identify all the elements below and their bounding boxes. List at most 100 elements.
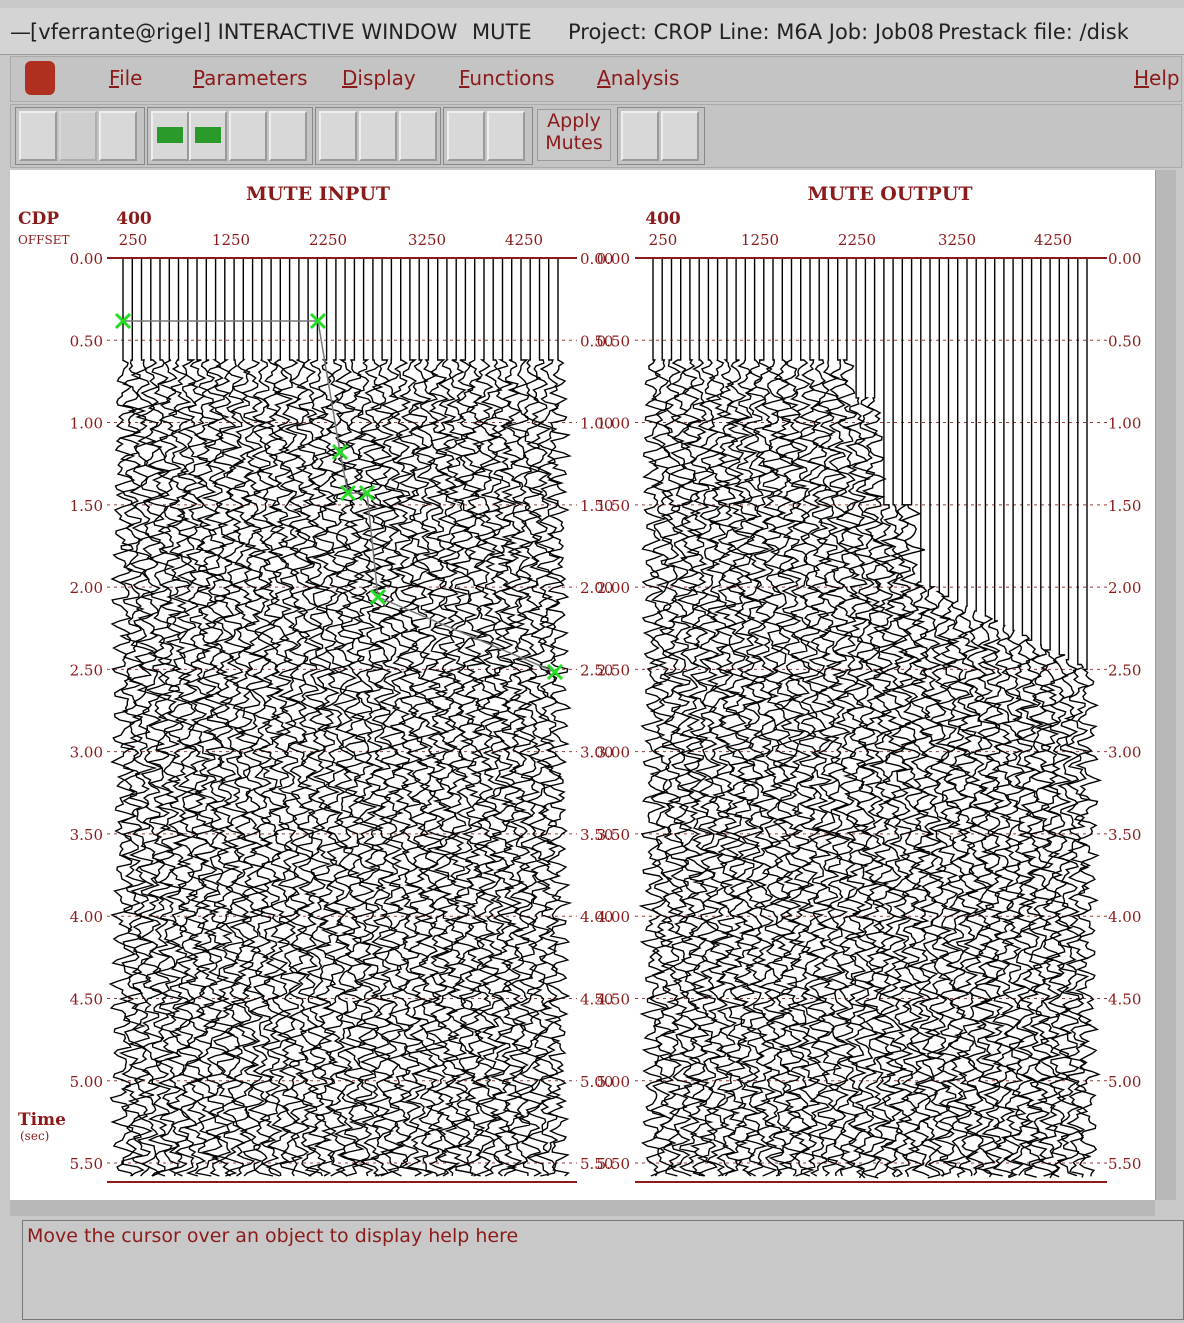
seismic-trace [184, 258, 209, 1176]
offset-label: 2250 [838, 231, 876, 249]
help-area: Move the cursor over an object to displa… [22, 1220, 1184, 1320]
time-label: 3.50 [70, 826, 103, 844]
time-label: 5.50 [597, 1155, 630, 1173]
time-label: 2.50 [70, 661, 103, 679]
seismic-trace [974, 258, 998, 1177]
offset-label: 1250 [741, 231, 779, 249]
traces [641, 258, 1100, 1178]
time-label: 0.00 [597, 250, 630, 268]
cdp-label: 400 [645, 209, 681, 229]
time-label: 5.50 [1108, 1155, 1141, 1173]
panel-title: MUTE INPUT [246, 183, 390, 205]
file-label: Prestack file: /disk4 [938, 20, 1128, 44]
mode-label: MUTE [472, 20, 532, 44]
menu-item[interactable]: File [109, 66, 142, 90]
offset-label: 3250 [408, 231, 446, 249]
time-label: 3.50 [597, 826, 630, 844]
offset-label: 250 [649, 231, 678, 249]
axis-label: Time [18, 1110, 66, 1130]
time-label: 4.00 [70, 908, 103, 926]
time-label: 3.00 [1108, 744, 1141, 762]
offset-label: 250 [119, 231, 148, 249]
horizontal-scrollbar[interactable] [10, 1200, 1155, 1216]
seismic-display: CDP OFFSET Time(sec) MUTE INPUT 400 250 1250 22… [10, 170, 1155, 1200]
time-label: 0.50 [597, 332, 630, 350]
seismic-trace [212, 258, 238, 1176]
tool-button[interactable] [269, 111, 307, 161]
app-window: — [vferrante@rigel] INTERACTIVE WINDOW M… [0, 0, 1184, 1323]
menu-item[interactable]: Help [1134, 66, 1180, 90]
seismic-trace [641, 258, 666, 1176]
menu-item[interactable]: Parameters [193, 66, 307, 90]
seismic-trace [1075, 258, 1100, 1176]
vertical-scrollbar[interactable] [1155, 170, 1176, 1200]
time-label: 1.00 [70, 415, 103, 433]
tool-button[interactable] [151, 111, 189, 161]
time-label: 0.00 [1108, 250, 1141, 268]
time-label: 4.00 [597, 908, 630, 926]
tool-button[interactable] [359, 111, 397, 161]
tool-button[interactable] [229, 111, 267, 161]
offset-label: 2250 [309, 231, 347, 249]
time-label: 1.00 [1108, 415, 1141, 433]
tool-button[interactable] [19, 111, 57, 161]
seismic-trace [992, 258, 1016, 1178]
offset-label: 4250 [1034, 231, 1072, 249]
help-text: Move the cursor over an object to displa… [27, 1225, 518, 1247]
offset-label: 4250 [505, 231, 543, 249]
time-label: 3.50 [1108, 826, 1141, 844]
tool-button[interactable] [621, 111, 659, 161]
window-title: [vferrante@rigel] INTERACTIVE WINDOW [30, 20, 457, 44]
tool-button[interactable] [447, 111, 485, 161]
time-label: 2.00 [597, 579, 630, 597]
tool-button[interactable] [319, 111, 357, 161]
time-label: 2.00 [1108, 579, 1141, 597]
time-label: 5.50 [70, 1155, 103, 1173]
seismic-trace [658, 258, 684, 1176]
button-label: Apply [538, 110, 610, 132]
seismic-trace [751, 258, 777, 1176]
time-label: 4.50 [1108, 990, 1141, 1008]
offset-label: 3250 [938, 231, 976, 249]
seismic-trace [982, 258, 1003, 1176]
tool-button[interactable] [99, 111, 137, 161]
axis-label: CDP [18, 209, 59, 229]
title-bar: — [vferrante@rigel] INTERACTIVE WINDOW M… [0, 8, 1184, 55]
time-label: 4.50 [597, 990, 630, 1008]
time-label: 0.50 [70, 332, 103, 350]
time-label: 0.00 [70, 250, 103, 268]
axis-label: (sec) [20, 1129, 49, 1143]
time-label: 4.00 [1108, 908, 1141, 926]
seismic-trace [231, 258, 256, 1176]
seismic-trace [194, 258, 219, 1176]
project-label: Project: CROP Line: M6A Job: Job08 [568, 20, 934, 44]
time-label: 4.50 [70, 990, 103, 1008]
app-icon [25, 61, 55, 95]
axis-label: OFFSET [18, 233, 69, 247]
tool-button[interactable] [487, 111, 525, 161]
time-label: 3.00 [70, 744, 103, 762]
menu-item[interactable]: Analysis [597, 66, 679, 90]
button-label: Mutes [538, 132, 610, 154]
window-button[interactable]: — [10, 20, 31, 44]
seismic-trace [760, 258, 786, 1176]
panel-title: MUTE OUTPUT [807, 183, 972, 205]
seismic-trace [714, 258, 740, 1176]
menu-item[interactable]: Display [342, 66, 416, 90]
time-label: 2.00 [70, 579, 103, 597]
time-label: 2.50 [597, 661, 630, 679]
tool-button[interactable] [189, 111, 227, 161]
time-label: 5.00 [1108, 1073, 1141, 1091]
time-label: 1.00 [597, 415, 630, 433]
menu-item[interactable]: Functions [459, 66, 555, 90]
tool-button[interactable] [399, 111, 437, 161]
menu-bar: File Parameters Display Functions Analys… [10, 56, 1182, 102]
tool-button[interactable] [661, 111, 699, 161]
time-label: 1.50 [70, 497, 103, 515]
tool-button[interactable] [59, 111, 97, 161]
display-area: CDP OFFSET Time(sec) MUTE INPUT 400 250 1250 22… [10, 170, 1155, 1200]
offset-label: 1250 [212, 231, 250, 249]
traces [110, 258, 570, 1176]
